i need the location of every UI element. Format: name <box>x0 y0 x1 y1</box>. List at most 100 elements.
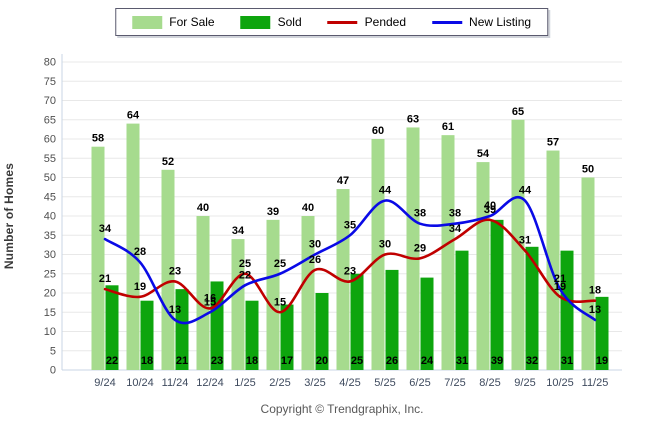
for-sale-value-label: 40 <box>302 202 314 214</box>
x-tick-label: 10/25 <box>546 377 574 389</box>
sold-value-label: 23 <box>211 355 223 367</box>
y-tick-label: 25 <box>44 268 56 280</box>
sold-value-label: 24 <box>421 355 434 367</box>
for-sale-value-label: 40 <box>197 202 209 214</box>
y-tick-label: 0 <box>50 365 56 377</box>
sold-value-label: 39 <box>491 355 503 367</box>
y-tick-label: 30 <box>44 249 56 261</box>
sold-bar <box>105 285 119 370</box>
sold-value-label: 20 <box>316 355 328 367</box>
x-tick-label: 11/24 <box>162 377 189 389</box>
sold-value-label: 18 <box>141 355 153 367</box>
x-tick-label: 4/25 <box>339 377 360 389</box>
for-sale-value-label: 39 <box>267 206 279 218</box>
sold-bar <box>420 277 434 370</box>
pended-value-label: 19 <box>554 281 566 293</box>
new-listing-value-label: 38 <box>414 208 426 220</box>
x-tick-label: 9/25 <box>514 377 535 389</box>
y-tick-label: 5 <box>50 345 56 357</box>
y-tick-label: 55 <box>44 153 56 165</box>
new-listing-value-label: 30 <box>309 239 321 251</box>
pended-value-label: 31 <box>519 235 531 247</box>
y-tick-label: 70 <box>44 95 56 107</box>
sold-value-label: 25 <box>351 355 363 367</box>
pended-value-label: 18 <box>589 285 601 297</box>
x-tick-label: 3/25 <box>304 377 325 389</box>
sold-swatch-icon <box>240 15 271 29</box>
new-listing-value-label: 44 <box>379 185 392 197</box>
sold-value-label: 19 <box>596 355 608 367</box>
x-tick-label: 10/24 <box>126 377 154 389</box>
sold-value-label: 21 <box>176 355 188 367</box>
for-sale-bar <box>196 216 210 370</box>
x-tick-label: 5/25 <box>374 377 395 389</box>
legend-item-pended: Pended <box>327 15 406 29</box>
for-sale-value-label: 63 <box>407 113 419 125</box>
sold-bar <box>315 293 329 370</box>
sold-bar <box>595 296 609 370</box>
sold-bar <box>560 250 574 370</box>
sold-bar <box>490 219 504 370</box>
pended-line <box>103 218 597 314</box>
x-tick-label: 2/25 <box>269 377 290 389</box>
sold-bar <box>385 269 399 370</box>
new-listing-value-label: 15 <box>204 296 216 308</box>
pended-line-swatch-icon <box>327 20 358 24</box>
y-tick-label: 80 <box>44 57 56 69</box>
sold-value-label: 31 <box>456 355 468 367</box>
legend-label: New Listing <box>469 15 532 29</box>
for-sale-value-label: 50 <box>582 164 594 176</box>
for-sale-bar <box>511 119 525 370</box>
for-sale-bar <box>231 239 245 370</box>
for-sale-value-label: 61 <box>442 121 454 133</box>
x-tick-label: 12/24 <box>196 377 224 389</box>
x-tick-label: 6/25 <box>409 377 430 389</box>
legend-label: Sold <box>277 15 302 29</box>
sold-value-label: 18 <box>246 355 258 367</box>
pended-value-label: 34 <box>449 223 462 235</box>
new-listing-value-label: 25 <box>274 258 286 270</box>
new-listing-value-label: 40 <box>484 200 496 212</box>
new-listing-value-label: 35 <box>344 219 356 231</box>
sold-bar <box>175 289 189 370</box>
sold-bar <box>245 300 259 370</box>
for-sale-bar <box>441 135 455 370</box>
for-sale-bar <box>476 162 490 370</box>
legend-item-new-listing: New Listing <box>432 15 531 29</box>
y-tick-label: 20 <box>44 288 56 300</box>
y-tick-label: 40 <box>44 211 56 223</box>
y-tick-label: 50 <box>44 172 56 184</box>
sold-value-label: 22 <box>106 355 118 367</box>
for-sale-value-label: 57 <box>547 137 559 149</box>
y-tick-label: 65 <box>44 114 56 126</box>
new-listing-value-label: 21 <box>554 273 566 285</box>
for-sale-bar <box>266 219 280 370</box>
for-sale-bar <box>581 177 595 370</box>
x-tick-label: 9/24 <box>94 377 115 389</box>
new-listing-value-label: 44 <box>519 185 532 197</box>
pended-value-label: 23 <box>344 265 356 277</box>
for-sale-bar <box>546 150 560 370</box>
for-sale-bar <box>91 146 105 370</box>
new-listing-value-label: 34 <box>99 223 112 235</box>
pended-value-label: 30 <box>379 239 391 251</box>
sold-value-label: 32 <box>526 355 538 367</box>
x-tick-label: 1/25 <box>234 377 255 389</box>
for-sale-value-label: 34 <box>232 225 245 237</box>
y-tick-label: 10 <box>44 326 56 338</box>
pended-value-label: 29 <box>414 242 426 254</box>
new-listing-line-swatch-icon <box>432 20 463 24</box>
pended-value-label: 21 <box>99 273 111 285</box>
pended-value-label: 15 <box>274 296 286 308</box>
pended-value-label: 23 <box>169 265 181 277</box>
new-listing-value-label: 38 <box>449 208 461 220</box>
copyright-text: Copyright © Trendgraphix, Inc. <box>260 402 424 416</box>
pended-value-label: 25 <box>239 258 251 270</box>
sold-value-label: 17 <box>281 355 293 367</box>
x-tick-label: 8/25 <box>479 377 500 389</box>
for-sale-value-label: 60 <box>372 125 384 137</box>
for-sale-bar <box>301 216 315 370</box>
for-sale-bar <box>406 127 420 370</box>
for-sale-value-label: 47 <box>337 175 349 187</box>
